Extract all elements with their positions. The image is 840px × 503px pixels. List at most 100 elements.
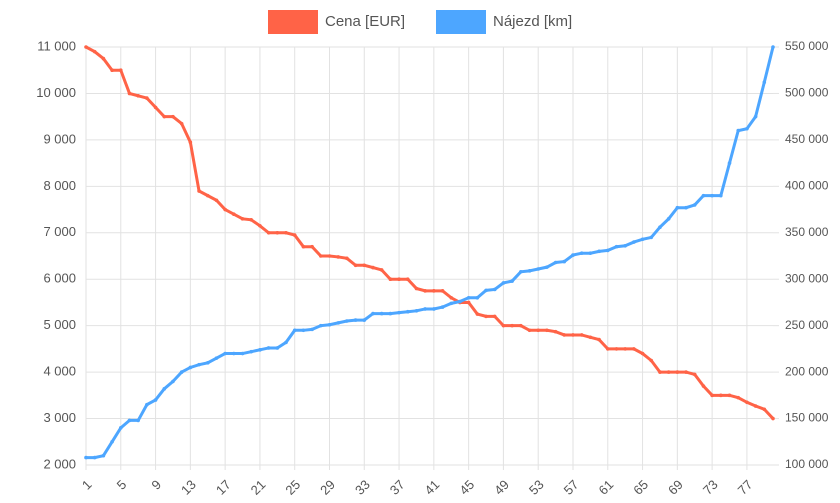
point xyxy=(345,256,349,261)
x-tick-label: 61 xyxy=(595,477,616,498)
y2-tick-label: 250 000 xyxy=(785,318,829,332)
point xyxy=(562,259,567,264)
point xyxy=(492,314,497,319)
point xyxy=(432,289,436,293)
y-tick-label: 4 000 xyxy=(43,364,76,379)
y2-tick-label: 200 000 xyxy=(785,364,829,378)
point xyxy=(414,309,419,313)
point xyxy=(110,439,114,444)
x-tick-label: 73 xyxy=(700,477,721,498)
point xyxy=(223,351,227,356)
point xyxy=(110,68,114,73)
point xyxy=(736,128,741,133)
point xyxy=(727,393,732,398)
point xyxy=(519,269,523,274)
point xyxy=(423,289,427,293)
point xyxy=(188,365,193,370)
point xyxy=(449,301,454,306)
point xyxy=(379,268,384,272)
legend-label: Nájezd [km] xyxy=(493,13,572,30)
point xyxy=(484,314,488,319)
point xyxy=(205,193,210,198)
point xyxy=(92,49,97,54)
point xyxy=(353,318,358,322)
point xyxy=(771,416,775,421)
point xyxy=(345,319,349,323)
point xyxy=(284,230,288,235)
point xyxy=(205,361,210,365)
point xyxy=(692,203,697,207)
x-tick-label: 21 xyxy=(248,477,269,498)
point xyxy=(710,193,714,198)
point xyxy=(118,68,123,73)
point xyxy=(753,404,758,408)
x-tick-label: 57 xyxy=(561,477,582,498)
point xyxy=(597,249,601,254)
point xyxy=(745,400,749,405)
point xyxy=(710,393,714,398)
y-tick-label: 5 000 xyxy=(43,317,76,332)
point xyxy=(240,217,245,221)
x-tick-label: 53 xyxy=(526,477,547,498)
point xyxy=(553,260,558,265)
point xyxy=(284,340,288,345)
point xyxy=(127,418,132,423)
point xyxy=(336,255,340,259)
point xyxy=(440,305,445,309)
point xyxy=(318,323,323,328)
point xyxy=(753,114,758,119)
point xyxy=(318,254,323,258)
point xyxy=(362,318,367,322)
y2-tick-label: 550 000 xyxy=(785,39,829,53)
legend-swatch xyxy=(436,10,486,34)
point xyxy=(92,455,97,460)
point xyxy=(605,248,610,253)
point xyxy=(475,296,480,300)
point xyxy=(353,263,358,268)
point xyxy=(301,328,306,333)
point xyxy=(171,379,175,384)
point xyxy=(292,328,297,333)
point xyxy=(423,307,427,311)
point xyxy=(432,307,436,311)
point xyxy=(492,287,497,292)
point xyxy=(501,323,506,328)
point xyxy=(179,121,184,126)
point xyxy=(562,333,567,337)
point xyxy=(188,140,193,145)
y-tick-label: 10 000 xyxy=(36,85,76,100)
legend-swatch xyxy=(268,10,318,34)
point xyxy=(736,395,741,400)
point xyxy=(701,193,706,198)
point xyxy=(145,402,149,407)
point xyxy=(223,207,227,212)
point xyxy=(327,254,332,258)
point xyxy=(258,348,262,352)
point xyxy=(449,296,454,300)
x-tick-label: 49 xyxy=(491,477,512,498)
y-tick-label: 11 000 xyxy=(37,38,76,53)
point xyxy=(510,279,514,283)
point xyxy=(640,237,645,242)
point xyxy=(214,198,219,203)
point xyxy=(310,327,314,332)
y2-tick-label: 400 000 xyxy=(785,179,829,193)
x-tick-label: 5 xyxy=(114,477,130,493)
point xyxy=(658,370,662,374)
point xyxy=(371,265,375,270)
point xyxy=(614,244,619,249)
x-tick-label: 65 xyxy=(630,477,651,498)
point xyxy=(440,289,445,293)
point xyxy=(275,230,280,235)
point xyxy=(519,323,523,328)
point xyxy=(727,161,732,165)
y2-tick-label: 100 000 xyxy=(785,457,829,471)
point xyxy=(605,347,610,351)
point xyxy=(553,329,558,334)
x-tick-label: 9 xyxy=(148,477,164,493)
point xyxy=(127,91,132,96)
point xyxy=(136,418,140,423)
point xyxy=(545,328,549,333)
point xyxy=(536,267,541,271)
point xyxy=(623,347,627,351)
